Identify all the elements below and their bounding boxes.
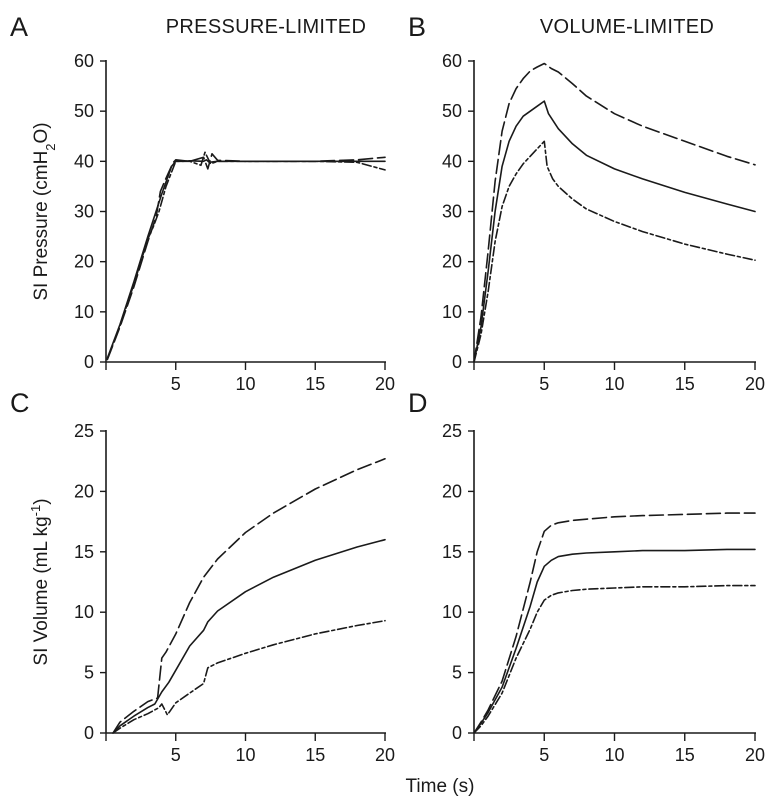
series-line-2 [106,153,386,361]
x-tick-label: 5 [171,374,181,394]
series-line-1 [112,538,386,734]
y-tick-label: 30 [74,202,94,222]
y-tick-label: 10 [442,602,462,622]
panel-d: D 0 5 10 15 20 25 5 10 15 20 [408,388,765,765]
y-axis-label: SI Pressure (cmH2O) [31,122,58,300]
panel-letter: B [408,12,426,42]
y-tick-label: 10 [442,302,462,322]
y-tick-label: 60 [74,51,94,71]
x-tick-label: 15 [305,745,325,765]
y-tick-label: 0 [452,723,462,743]
x-tick-label: 20 [745,374,765,394]
series-line-1 [106,159,386,359]
x-tick-label: 5 [539,745,549,765]
panel-c: C 0 5 10 15 20 25 5 10 15 20 SI Volume (mL kg-1) [10,388,395,765]
y-axis-label: SI Volume (mL kg-1) [28,498,53,665]
series-line-3 [473,584,756,734]
series-line-3 [112,619,386,734]
y-tick-label: 15 [74,542,94,562]
panel-title: PRESSURE-LIMITED [166,16,366,38]
x-tick-label: 15 [675,745,695,765]
x-tick-label: 20 [375,745,395,765]
series-line-1 [473,548,756,734]
panel-letter: C [10,388,30,418]
panel-a: A PRESSURE-LIMITED 0 10 20 30 40 50 60 5 10 15 20 SI … [10,12,395,394]
panel-letter: A [10,12,28,42]
y-tick-label: 0 [84,352,94,372]
x-tick-label: 15 [675,374,695,394]
y-tick-label: 20 [74,481,94,501]
panel-letter: D [408,388,428,418]
x-tick-label: 20 [745,745,765,765]
y-tick-label: 20 [442,481,462,501]
y-tick-label: 0 [84,723,94,743]
y-tick-label: 50 [442,101,462,121]
series-line-3 [473,140,756,363]
x-tick-label: 10 [604,745,624,765]
y-tick-label: 5 [452,663,462,683]
y-tick-label: 40 [442,151,462,171]
x-tick-label: 5 [171,745,181,765]
y-tick-label: 5 [84,663,94,683]
y-tick-label: 15 [442,542,462,562]
x-axis-label: Time (s) [406,776,475,797]
x-tick-label: 10 [235,374,255,394]
y-tick-label: 40 [74,151,94,171]
y-tick-label: 20 [74,252,94,272]
y-tick-label: 30 [442,202,462,222]
y-tick-label: 50 [74,101,94,121]
y-tick-label: 10 [74,602,94,622]
x-tick-label: 15 [305,374,325,394]
series-line-2 [473,62,756,363]
y-tick-label: 0 [452,352,462,372]
series-line-1 [473,100,756,363]
panel-title: VOLUME-LIMITED [540,16,714,38]
y-tick-label: 25 [74,421,94,441]
y-tick-label: 20 [442,252,462,272]
y-tick-label: 60 [442,51,462,71]
y-tick-label: 10 [74,302,94,322]
x-tick-label: 10 [235,745,255,765]
x-tick-label: 10 [604,374,624,394]
x-tick-label: 20 [375,374,395,394]
x-tick-label: 5 [539,374,549,394]
y-tick-label: 25 [442,421,462,441]
panel-b: B VOLUME-LIMITED 0 10 20 30 40 50 60 5 10 15 20 [408,12,765,394]
series-line-2 [112,458,386,734]
series-line-3 [106,151,386,360]
series-line-2 [473,512,756,734]
